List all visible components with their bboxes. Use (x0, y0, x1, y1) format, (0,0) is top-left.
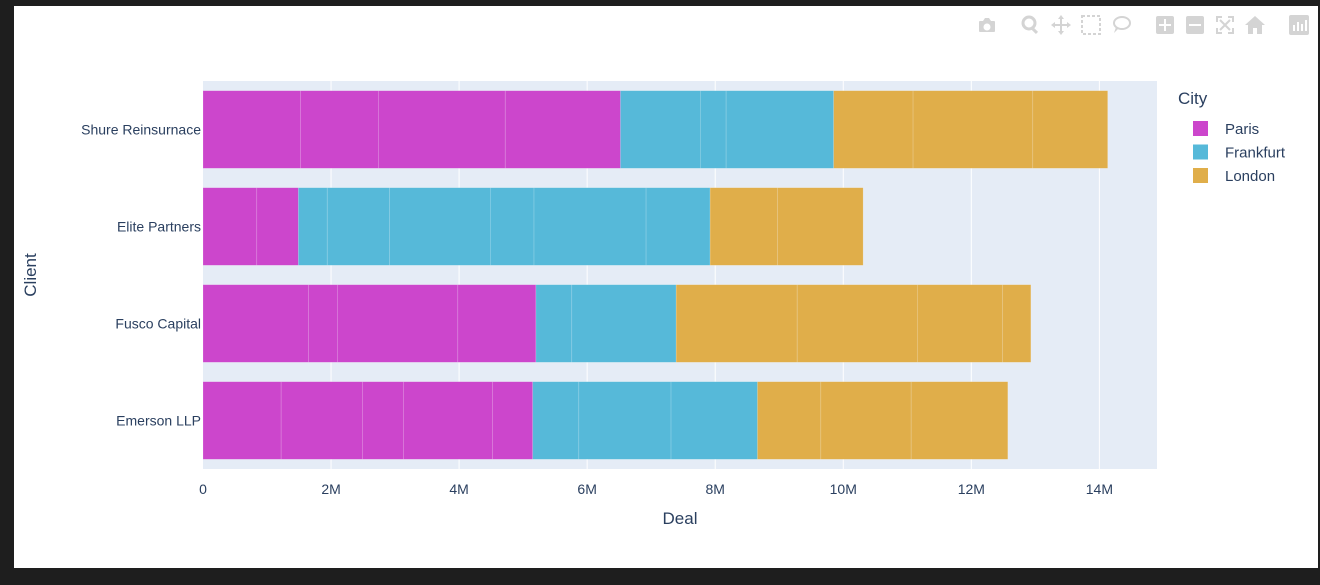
y-axis-ticks: Emerson LLP Fusco Capital Elite Partners Sh… (81, 122, 201, 429)
bar-segment-frankfurt[interactable] (326, 187, 390, 266)
bars (202, 90, 1108, 460)
bar-segment-frankfurt[interactable] (700, 90, 727, 169)
bar-segment-paris[interactable] (378, 90, 506, 169)
legend-label: Frankfurt (1225, 145, 1286, 162)
zoom-icon[interactable] (1018, 12, 1044, 38)
legend-swatch (1193, 168, 1208, 183)
bar-segment-london[interactable] (796, 284, 918, 363)
bar-segment-frankfurt[interactable] (535, 284, 573, 363)
y-tick-label: Shure Reinsurnace (81, 122, 201, 138)
bar-segment-paris[interactable] (202, 187, 258, 266)
bar-segment-frankfurt[interactable] (389, 187, 491, 266)
bar-segment-frankfurt[interactable] (645, 187, 711, 266)
y-axis-title: Client (21, 253, 40, 297)
zoom-in-icon[interactable] (1152, 12, 1178, 38)
x-tick-label: 12M (958, 481, 985, 497)
bar-segment-london[interactable] (1002, 284, 1032, 363)
legend-swatch (1193, 144, 1208, 160)
box-select-icon[interactable] (1078, 12, 1104, 38)
bar-segment-paris[interactable] (202, 90, 301, 169)
bar-segment-paris[interactable] (280, 381, 363, 460)
legend-item-london[interactable]: London (1193, 168, 1275, 185)
x-tick-label: 4M (449, 481, 468, 497)
bar-segment-frankfurt[interactable] (490, 187, 535, 266)
modebar (974, 12, 1312, 38)
bar-chart: 0 2M 4M 6M 8M 10M 12M 14M Emerson LLP Fusco Capi… (21, 81, 1286, 528)
legend-swatch (1193, 121, 1208, 136)
bar-segment-paris[interactable] (202, 381, 282, 460)
bar-segment-frankfurt[interactable] (532, 381, 580, 460)
y-tick-label: Elite Partners (117, 219, 201, 235)
pan-icon[interactable] (1048, 12, 1074, 38)
legend[interactable]: City Paris Frankfurt London (1178, 89, 1286, 185)
y-tick-label: Fusco Capital (115, 316, 201, 332)
bar-segment-london[interactable] (1032, 90, 1108, 169)
legend-item-frankfurt[interactable]: Frankfurt (1193, 144, 1286, 162)
bar-segment-frankfurt[interactable] (578, 381, 672, 460)
bar-segment-london[interactable] (709, 187, 778, 266)
x-axis-title: Deal (663, 509, 698, 528)
bar-segment-paris[interactable] (457, 284, 537, 363)
bar-segment-paris[interactable] (492, 381, 534, 460)
bar-segment-paris[interactable] (337, 284, 459, 363)
bar-segment-london[interactable] (777, 187, 864, 266)
bar-segment-london[interactable] (917, 284, 1003, 363)
plotly-logo-icon[interactable] (1286, 12, 1312, 38)
bar-segment-paris[interactable] (403, 381, 493, 460)
x-tick-label: 10M (830, 481, 857, 497)
legend-item-paris[interactable]: Paris (1193, 121, 1259, 138)
bar-segment-frankfurt[interactable] (571, 284, 677, 363)
bar-segment-frankfurt[interactable] (725, 90, 834, 169)
reset-axes-icon[interactable] (1242, 12, 1268, 38)
bar-segment-paris[interactable] (362, 381, 404, 460)
legend-label: London (1225, 168, 1275, 185)
bar-segment-frankfurt[interactable] (670, 381, 758, 460)
bar-segment-london[interactable] (912, 90, 1034, 169)
legend-label: Paris (1225, 121, 1259, 138)
chart-container: 0 2M 4M 6M 8M 10M 12M 14M Emerson LLP Fusco Capi… (14, 6, 1318, 568)
x-tick-label: 6M (577, 481, 596, 497)
bar-segment-paris[interactable] (256, 187, 299, 266)
bar-segment-london[interactable] (675, 284, 798, 363)
bar-segment-paris[interactable] (300, 90, 379, 169)
legend-title: City (1178, 89, 1208, 108)
bar-segment-london[interactable] (910, 381, 1009, 460)
bar-segment-london[interactable] (757, 381, 822, 460)
bar-segment-frankfurt[interactable] (620, 90, 701, 169)
zoom-out-icon[interactable] (1182, 12, 1208, 38)
bar-segment-london[interactable] (820, 381, 912, 460)
x-tick-label: 14M (1086, 481, 1113, 497)
x-tick-label: 8M (705, 481, 724, 497)
bar-segment-london[interactable] (833, 90, 914, 169)
camera-icon[interactable] (974, 12, 1000, 38)
x-axis-ticks: 0 2M 4M 6M 8M 10M 12M 14M (199, 481, 1113, 497)
bar-segment-frankfurt[interactable] (298, 187, 328, 266)
bar-segment-paris[interactable] (504, 90, 621, 169)
bar-segment-paris[interactable] (308, 284, 338, 363)
bar-segment-frankfurt[interactable] (533, 187, 647, 266)
x-tick-label: 0 (199, 481, 207, 497)
x-tick-label: 2M (321, 481, 340, 497)
y-tick-label: Emerson LLP (116, 413, 201, 429)
autoscale-icon[interactable] (1212, 12, 1238, 38)
bar-segment-paris[interactable] (202, 284, 309, 363)
lasso-select-icon[interactable] (1108, 12, 1134, 38)
